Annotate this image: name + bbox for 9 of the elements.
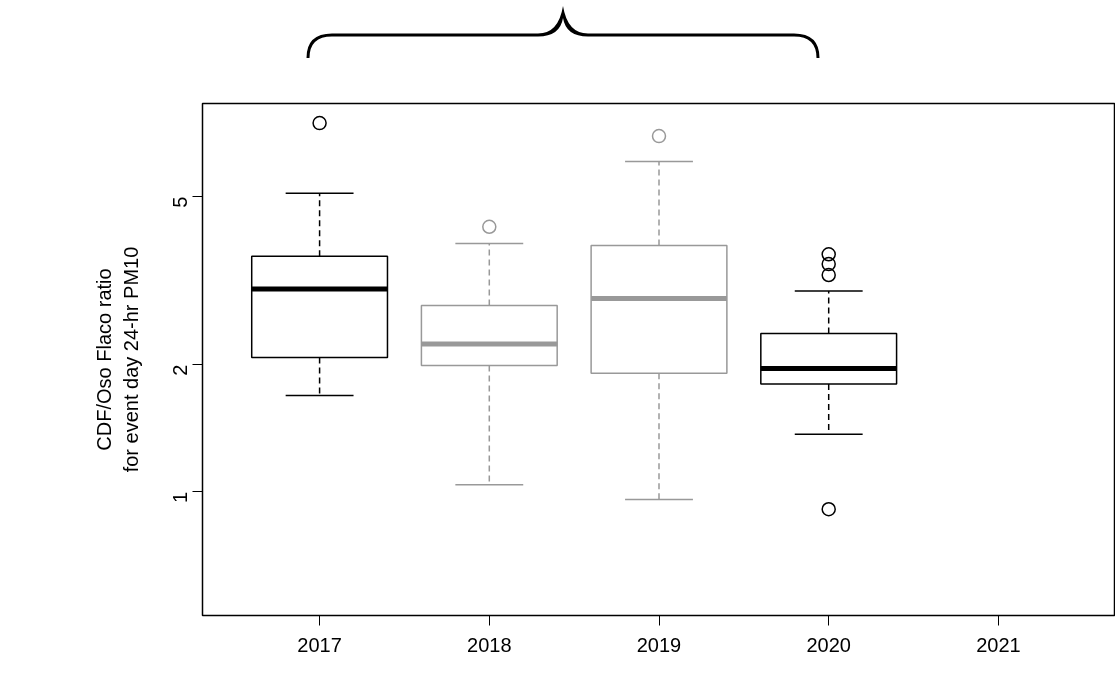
x-tick-label: 2020 [806,633,851,656]
y-tick-label: 2 [169,364,192,376]
x-tick-label: 2021 [976,633,1021,656]
y-tick-label: 1 [169,491,192,504]
x-tick-label: 2018 [467,633,512,656]
x-tick-label: 2019 [636,633,682,656]
y-tick-label: 5 [169,196,192,208]
x-tick-label: 2017 [297,633,342,656]
y-axis-title: CDF/Oso Flaco ratio for event day 24-hr PM10 [93,246,142,473]
